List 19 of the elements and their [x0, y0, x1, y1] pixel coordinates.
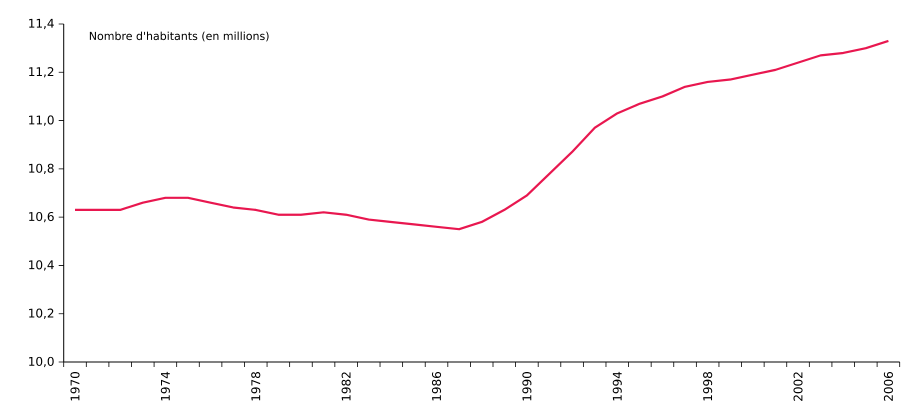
x-tick-label: 1970 [70, 372, 80, 400]
y-tick-label: 10,0 [29, 356, 54, 368]
x-tick-label: 1974 [160, 372, 170, 400]
x-tick-label: 1990 [522, 372, 532, 400]
x-tick-label: 1982 [342, 372, 351, 400]
y-axis-title: Nombre d'habitants (en millions) [90, 32, 269, 42]
x-tick-label: 1998 [703, 372, 712, 400]
y-tick-label: 11,2 [29, 67, 54, 78]
x-tick-label: 1986 [432, 372, 442, 400]
y-tick-label: 11,4 [29, 18, 54, 30]
y-tick-label: 11,0 [29, 115, 54, 126]
x-tick-label: 1994 [612, 372, 622, 400]
x-tick-label: 1978 [251, 372, 260, 400]
x-tick-label: 2002 [793, 372, 803, 401]
y-tick-label: 10,6 [29, 212, 54, 222]
y-tick-label: 10,2 [29, 308, 54, 319]
y-tick-label: 10,8 [29, 164, 54, 174]
y-tick-label: 10,4 [29, 260, 54, 271]
x-tick-label: 2006 [884, 372, 893, 401]
